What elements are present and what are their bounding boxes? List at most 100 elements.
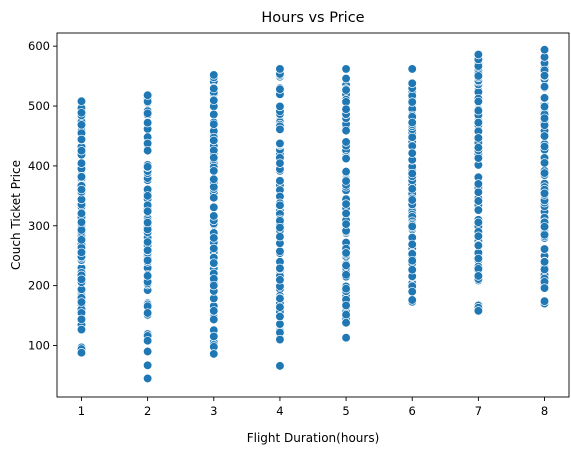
data-point	[341, 248, 351, 258]
data-point	[341, 104, 351, 114]
data-point	[275, 222, 285, 233]
data-point	[539, 70, 550, 81]
data-point	[142, 308, 153, 318]
data-point	[275, 124, 285, 134]
data-point	[76, 225, 87, 235]
x-tick-label: 3	[210, 404, 217, 418]
data-point	[539, 93, 550, 103]
data-point	[539, 257, 550, 267]
data-point	[539, 244, 550, 254]
data-point	[142, 360, 153, 370]
data-point	[341, 208, 351, 219]
data-point	[209, 95, 219, 106]
x-tick-label: 7	[475, 404, 482, 418]
data-point	[76, 108, 87, 118]
y-tick-label: 100	[28, 339, 50, 353]
data-point	[341, 64, 351, 74]
data-point	[142, 245, 153, 255]
data-point	[209, 314, 219, 325]
data-point	[209, 258, 219, 268]
data-point	[142, 271, 153, 281]
data-point	[473, 106, 484, 116]
data-point	[142, 373, 153, 384]
data-point	[539, 141, 550, 152]
data-points	[76, 45, 550, 384]
data-point	[209, 211, 219, 221]
data-point	[473, 306, 484, 316]
data-point	[209, 153, 219, 163]
data-point	[539, 222, 550, 232]
data-point	[209, 83, 219, 94]
data-point	[341, 166, 351, 177]
data-point	[76, 274, 87, 284]
data-point	[473, 153, 484, 163]
chart-title: Hours vs Price	[261, 10, 364, 26]
data-point	[407, 78, 417, 88]
data-point	[341, 300, 351, 311]
data-point	[275, 158, 285, 168]
data-point	[142, 162, 153, 172]
data-point	[275, 138, 285, 149]
data-point	[275, 361, 285, 371]
data-point	[341, 219, 351, 229]
data-point	[142, 255, 153, 266]
data-point	[341, 310, 351, 320]
data-point	[275, 334, 285, 345]
data-point	[407, 97, 417, 107]
x-tick-label: 2	[144, 404, 151, 418]
data-point	[76, 297, 87, 307]
data-point	[539, 113, 550, 123]
data-point	[76, 146, 87, 156]
data-point	[407, 286, 417, 297]
data-point	[275, 176, 285, 186]
data-point	[209, 119, 219, 129]
data-point	[407, 221, 417, 232]
data-point	[539, 45, 550, 55]
data-point	[539, 283, 550, 293]
data-point	[209, 166, 219, 176]
data-point	[473, 71, 484, 81]
y-tick-label: 300	[28, 219, 50, 233]
data-point	[275, 302, 285, 312]
data-point	[209, 174, 219, 184]
data-point	[473, 217, 484, 228]
data-point	[142, 145, 153, 156]
data-point	[275, 293, 285, 304]
data-point	[76, 324, 87, 335]
y-tick-label: 500	[28, 99, 50, 113]
y-tick-label: 600	[28, 39, 50, 53]
data-point	[76, 235, 87, 245]
data-point	[473, 117, 484, 128]
data-point	[275, 84, 285, 94]
data-point	[341, 137, 351, 147]
data-point	[539, 296, 550, 306]
data-point	[341, 260, 351, 271]
plot-area-frame	[56, 32, 570, 398]
data-point	[76, 247, 87, 258]
data-point	[142, 90, 153, 100]
data-point	[209, 202, 219, 212]
data-point	[539, 230, 550, 240]
x-tick-label: 6	[409, 404, 416, 418]
data-point	[76, 172, 87, 182]
data-point	[275, 64, 285, 74]
data-point	[539, 168, 550, 178]
data-point	[407, 195, 417, 205]
x-tick-label: 8	[541, 404, 548, 418]
data-point	[76, 208, 87, 219]
data-point	[407, 265, 417, 275]
data-point	[142, 118, 153, 128]
data-point	[76, 158, 87, 168]
data-point	[473, 196, 484, 206]
data-point	[275, 275, 285, 285]
x-tick-label: 1	[78, 404, 85, 418]
data-point	[407, 295, 417, 305]
data-point	[275, 101, 285, 112]
data-point	[407, 256, 417, 266]
data-point	[473, 231, 484, 241]
data-point	[76, 96, 87, 106]
data-point	[539, 131, 550, 141]
data-point	[275, 263, 285, 273]
data-point	[209, 233, 219, 243]
data-point	[209, 135, 219, 146]
